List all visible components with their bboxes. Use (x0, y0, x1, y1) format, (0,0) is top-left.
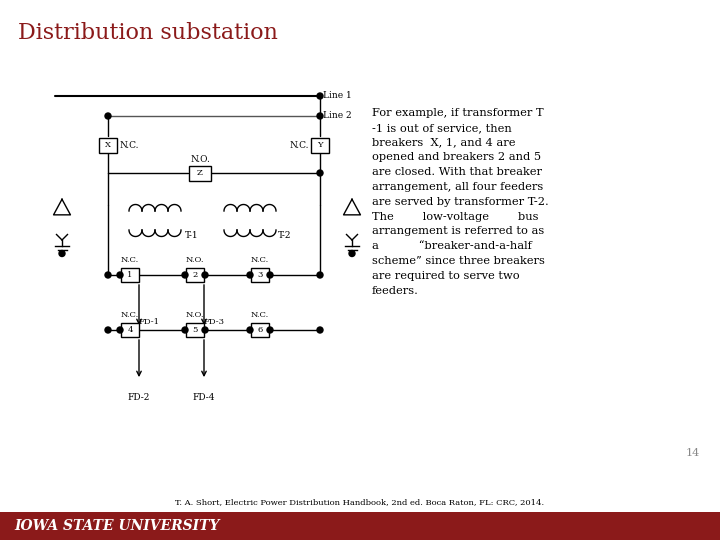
Circle shape (317, 327, 323, 333)
Bar (186, 323, 204, 337)
Text: Y: Y (318, 141, 323, 149)
Text: FD-4: FD-4 (193, 393, 215, 402)
Text: N.O.: N.O. (186, 311, 204, 319)
Text: FD-3: FD-3 (204, 318, 225, 326)
Text: N.O.: N.O. (186, 256, 204, 264)
Circle shape (349, 251, 355, 256)
Text: T-2: T-2 (278, 232, 292, 240)
Circle shape (182, 327, 188, 333)
Text: FD-2: FD-2 (128, 393, 150, 402)
Text: N.C.: N.C. (121, 311, 139, 319)
Text: Line 1: Line 1 (323, 91, 352, 100)
Circle shape (247, 327, 253, 333)
Text: Z: Z (197, 169, 203, 177)
Text: Line 2: Line 2 (323, 111, 351, 120)
Text: N.C.: N.C. (251, 311, 269, 319)
Text: For example, if transformer T
-1 is out of service, then
breakers  X, 1, and 4 a: For example, if transformer T -1 is out … (372, 108, 549, 295)
Circle shape (59, 251, 65, 256)
Circle shape (117, 327, 123, 333)
Text: T. A. Short, Electric Power Distribution Handbook, 2nd ed. Boca Raton, FL: CRC, : T. A. Short, Electric Power Distribution… (176, 498, 544, 506)
Text: N.C.: N.C. (121, 256, 139, 264)
Text: 6: 6 (257, 326, 263, 334)
Text: 14: 14 (685, 448, 700, 458)
Text: 1: 1 (127, 271, 132, 279)
Circle shape (317, 170, 323, 176)
Circle shape (202, 272, 208, 278)
Circle shape (105, 113, 111, 119)
Circle shape (105, 327, 111, 333)
Text: N.C.: N.C. (251, 256, 269, 264)
Circle shape (105, 272, 111, 278)
Text: N.O.: N.O. (190, 156, 210, 165)
Text: X: X (105, 141, 111, 149)
Bar (189, 165, 211, 180)
Circle shape (317, 93, 323, 99)
Bar (251, 323, 269, 337)
Circle shape (267, 272, 273, 278)
Circle shape (202, 327, 208, 333)
Text: 4: 4 (127, 326, 132, 334)
Text: 2: 2 (192, 271, 197, 279)
Circle shape (317, 113, 323, 119)
Bar (0, 512, 720, 540)
Circle shape (317, 272, 323, 278)
Circle shape (117, 272, 123, 278)
Text: Distribution substation: Distribution substation (18, 22, 278, 44)
Text: FD-1: FD-1 (139, 318, 160, 326)
Circle shape (267, 327, 273, 333)
Text: N.C.: N.C. (289, 140, 309, 150)
Circle shape (247, 272, 253, 278)
Bar (311, 138, 329, 152)
Bar (121, 268, 139, 282)
Text: 5: 5 (192, 326, 198, 334)
Text: T-1: T-1 (185, 232, 199, 240)
Bar (121, 323, 139, 337)
Text: IOWA STATE UNIVERSITY: IOWA STATE UNIVERSITY (14, 519, 220, 533)
Bar (186, 268, 204, 282)
Circle shape (182, 272, 188, 278)
Text: 3: 3 (257, 271, 263, 279)
Bar (99, 138, 117, 152)
Bar (251, 268, 269, 282)
Text: N.C.: N.C. (119, 140, 138, 150)
